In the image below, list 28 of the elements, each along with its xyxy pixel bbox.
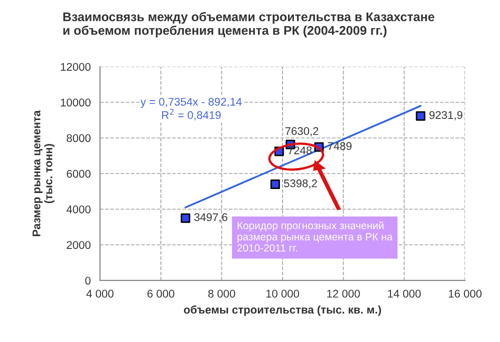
data-label: 7248 <box>288 146 312 154</box>
x-tick-label: 4 000 <box>86 290 114 298</box>
point <box>416 111 426 121</box>
data-label: 7630,2 <box>285 127 318 136</box>
data-label: 9231,9 <box>429 111 462 120</box>
y-axis-title: Размер рынка цемента (тыс. тонн) <box>32 110 55 236</box>
x-tick-label: 14 000 <box>388 290 421 298</box>
x-tick-label: 12 000 <box>327 290 360 298</box>
y-tick-label: 0 <box>85 276 91 285</box>
y-tick-label: 2000 <box>66 241 91 249</box>
chart-title: Взаимосвязь между объемами строительства в Казахстане и объемом потребления цемента в РК (2004-2009 гг.) <box>63 12 434 38</box>
x-tick-label: 10 000 <box>266 290 300 298</box>
y-tick-label: 4000 <box>66 205 91 214</box>
data-label: 7489 <box>328 142 352 150</box>
x-tick-label: 16 000 <box>448 290 482 298</box>
point <box>270 180 280 190</box>
point <box>180 213 190 223</box>
x-tick-label: 6 000 <box>147 290 174 298</box>
y-tick-label: 8000 <box>66 134 91 142</box>
y-tick-label: 6000 <box>66 170 91 178</box>
data-label: 3497,6 <box>194 213 228 222</box>
x-tick-label: 8 000 <box>208 290 236 298</box>
y-tick-label: 10000 <box>60 98 91 106</box>
data-label: 5398,2 <box>284 179 317 189</box>
y-tick-label: 12000 <box>60 62 91 71</box>
annotation: y = 0,7354x - 892,14 R$^{2}$ = 0,8419 <box>140 98 242 120</box>
x-axis-title: объемы строительства (тыс. кв. м.) <box>184 305 381 316</box>
annotation: Коридор прогнозных значений размера рынка цемента в РК на 2010-2011 гг. <box>237 221 393 252</box>
